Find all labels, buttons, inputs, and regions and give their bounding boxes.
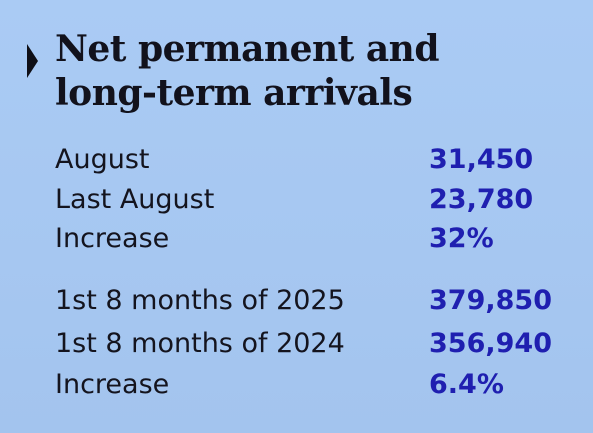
stat-row-2024-ytd: 1st 8 months of 2024 356,940 xyxy=(55,324,565,364)
title-marker-icon xyxy=(27,44,38,78)
stat-label: Increase xyxy=(55,369,170,400)
stat-label: 1st 8 months of 2024 xyxy=(55,328,345,359)
stat-value: 23,780 xyxy=(429,184,534,215)
panel-title: Net permanent and long-term arrivals xyxy=(55,27,440,115)
stat-row-2025-ytd: 1st 8 months of 2025 379,850 xyxy=(55,281,565,321)
stat-label: August xyxy=(55,144,150,175)
stat-label: Last August xyxy=(55,184,215,215)
stat-value: 32% xyxy=(429,223,494,254)
stat-label: Increase xyxy=(55,223,170,254)
stat-value: 356,940 xyxy=(429,328,552,359)
stat-value: 31,450 xyxy=(429,144,534,175)
stat-row-monthly-increase: Increase 32% xyxy=(55,219,565,259)
stat-row-ytd-increase: Increase 6.4% xyxy=(55,365,565,405)
stat-value: 6.4% xyxy=(429,369,504,400)
title-line-2: long-term arrivals xyxy=(55,72,413,114)
stat-row-last-august: Last August 23,780 xyxy=(55,180,565,220)
title-line-1: Net permanent and xyxy=(55,28,440,70)
stat-label: 1st 8 months of 2025 xyxy=(55,285,345,316)
stat-row-august: August 31,450 xyxy=(55,140,565,180)
stat-value: 379,850 xyxy=(429,285,552,316)
